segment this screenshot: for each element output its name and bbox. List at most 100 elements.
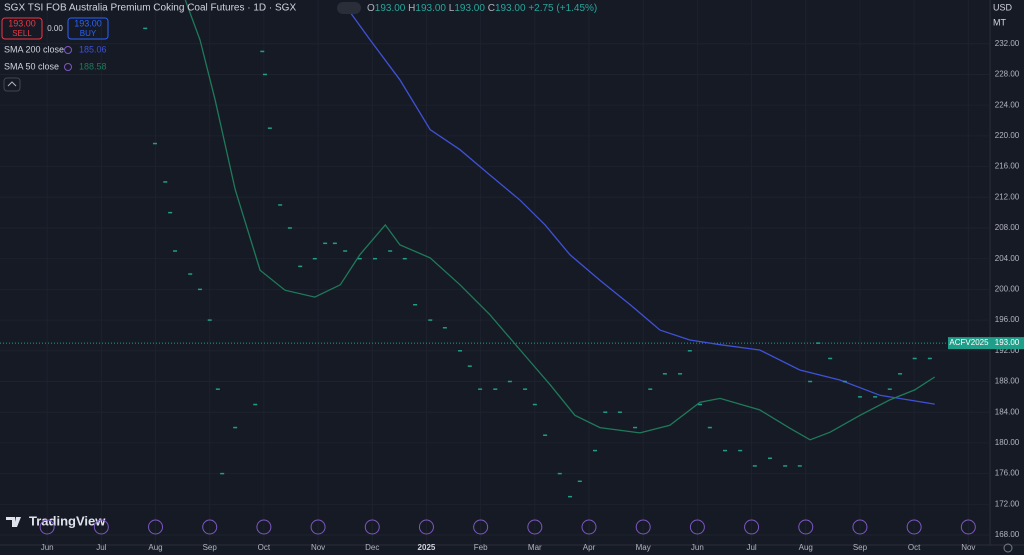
x-tick-label: Sep [203, 543, 218, 552]
x-tick-label: Nov [311, 543, 325, 552]
brand: TradingView [29, 513, 106, 528]
buy-button[interactable] [67, 17, 109, 40]
replay-marker [798, 519, 814, 535]
sma-line [344, 5, 935, 405]
x-tick-label: 2025 [418, 543, 436, 552]
ohlc-key: H [408, 3, 415, 14]
currency[interactable]: USD [993, 2, 1013, 12]
replay-marker [202, 519, 218, 535]
price-tick [797, 465, 802, 467]
price-tick [568, 495, 573, 498]
replay-marker [852, 519, 868, 535]
sma-line [184, 0, 936, 441]
y-tick-label: 232.00 [995, 39, 1020, 48]
price-tick [163, 181, 168, 183]
collapse-icon [7, 81, 17, 87]
price-tick [828, 357, 833, 360]
price-tick [493, 388, 498, 390]
price-tick [372, 257, 377, 260]
y-tick-label: 228.00 [995, 70, 1020, 79]
price-tick [188, 273, 193, 275]
price-tick [577, 480, 582, 483]
replay-marker [744, 519, 760, 535]
price-tick [898, 373, 903, 375]
price-tick [168, 211, 173, 214]
y-tick-label: 176.00 [995, 469, 1020, 478]
ohlc-key: C [488, 3, 495, 14]
price-tick [842, 380, 847, 383]
price-tick [278, 204, 283, 206]
price-tick [687, 350, 692, 352]
replay-marker [635, 519, 651, 535]
price-tick [557, 472, 562, 475]
replay-marker [473, 519, 489, 535]
replay-marker [689, 519, 705, 535]
y-tick-label: 204.00 [995, 254, 1020, 263]
replay-marker [527, 519, 543, 535]
price-tick [603, 411, 608, 413]
ohlc-value: 193.00 [454, 3, 485, 14]
price-tick [808, 380, 813, 383]
price-tick [173, 250, 178, 252]
x-tick-label: Aug [799, 543, 813, 552]
price-tick [458, 350, 463, 352]
collapse-button[interactable] [3, 77, 21, 92]
ohlc-key: O [367, 3, 375, 14]
legend-value: 185.06 [79, 44, 107, 54]
buy-label: BUY [80, 29, 97, 38]
price-tick [298, 265, 303, 268]
replay-marker [310, 519, 326, 535]
x-tick-label: Dec [365, 543, 379, 552]
grid [0, 0, 990, 545]
status-toggle[interactable] [337, 2, 361, 14]
price-tick [260, 50, 265, 53]
legend-icon [64, 63, 72, 71]
price-tick [523, 388, 528, 390]
replay-marker [960, 519, 976, 535]
price-tick [752, 465, 757, 467]
y-tick-label: 192.00 [995, 346, 1020, 355]
sell-button[interactable] [1, 17, 43, 40]
brand-logo [6, 517, 21, 527]
price-tick [543, 434, 548, 436]
price-tick [887, 388, 892, 390]
y-tick-label: 216.00 [995, 162, 1020, 171]
replay-marker [364, 519, 380, 535]
price-tick [873, 396, 878, 398]
plot [0, 0, 990, 498]
price-tick [617, 411, 622, 413]
price-tick [783, 465, 788, 467]
x-tick-label: Oct [908, 543, 921, 552]
price-tick [413, 303, 418, 306]
replay-marker [93, 519, 109, 535]
price-tick [402, 257, 407, 260]
price-tick [662, 373, 667, 375]
ohlc: O193.00 H193.00 L193.00 C193.00 +2.75 (+… [367, 3, 597, 14]
price-tick [678, 373, 683, 375]
unit[interactable]: MT [993, 17, 1006, 27]
price-tick [287, 227, 292, 229]
y-tick-label: 220.00 [995, 131, 1020, 140]
settings-icon[interactable] [1003, 543, 1013, 553]
price-tick [262, 73, 267, 76]
price-tick [768, 457, 772, 460]
price-tick [698, 403, 703, 406]
price-tick [738, 449, 743, 452]
y-tick-label: 172.00 [995, 499, 1020, 508]
price-tick [532, 403, 537, 406]
change: +2.75 (+1.45%) [528, 3, 597, 14]
x-tick-label: Jul [96, 543, 106, 552]
replay-marker [256, 519, 272, 535]
price-tick [507, 380, 512, 383]
x-tick-label: Oct [258, 543, 271, 552]
price-label: 193.00 [995, 338, 1020, 347]
price-tick [253, 403, 258, 406]
chart-title: SGX TSI FOB Australia Premium Coking Coa… [4, 3, 296, 14]
price-tick [912, 357, 917, 360]
x-tick-label: Jun [41, 543, 54, 552]
replay-marker [906, 519, 922, 535]
price-tick [207, 319, 212, 321]
ohlc-key: L [449, 3, 455, 14]
